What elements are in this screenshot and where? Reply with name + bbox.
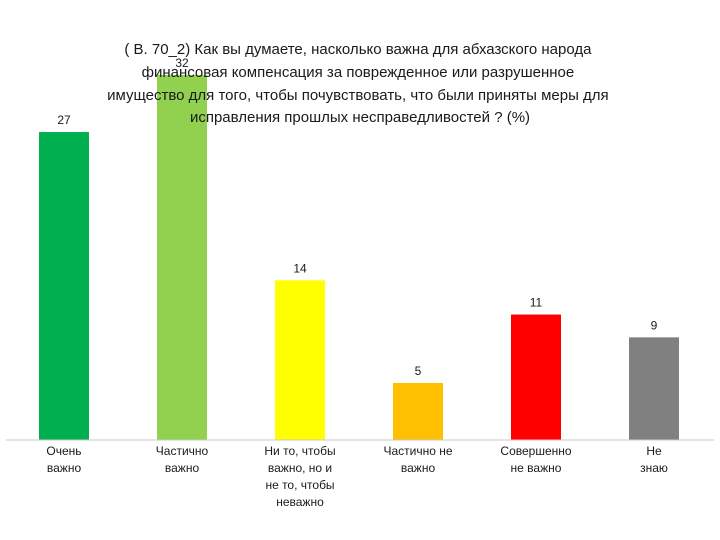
category-label-4-line-0: Совершенно — [500, 444, 571, 458]
category-label-5-line-1: знаю — [640, 461, 668, 475]
chart-title-line-4: исправления прошлых несправедливостей ? … — [190, 109, 530, 126]
category-label-2-line-0: Ни то, чтобы — [264, 444, 335, 458]
bar-5 — [629, 337, 679, 440]
bar-4 — [511, 314, 561, 440]
data-labels-group: 27 32 14 5 11 9 — [57, 56, 657, 378]
bar-1 — [157, 75, 207, 440]
category-label-2: Ни то, чтобы важно, но и не то, чтобы неваж… — [264, 444, 335, 509]
category-label-3-line-0: Частично не — [383, 444, 452, 458]
category-label-2-line-2: не то, чтобы — [265, 478, 334, 492]
category-label-1-line-0: Частично — [156, 444, 209, 458]
chart-title: ( B. 70_2) Как вы думаете, насколько важ… — [107, 41, 613, 126]
bar-2 — [275, 280, 325, 440]
category-label-0-line-0: Очень — [46, 444, 81, 458]
bars-group — [39, 75, 679, 440]
chart-title-line-3: имущество для того, чтобы почувствовать,… — [107, 87, 609, 104]
category-label-1: Частично важно — [156, 444, 209, 475]
category-label-4: Совершенно не важно — [500, 444, 571, 475]
category-label-1-line-1: важно — [165, 461, 200, 475]
data-label-5: 9 — [651, 318, 658, 332]
category-label-2-line-1: важно, но и — [268, 461, 332, 475]
bar-3 — [393, 382, 443, 440]
bar-0 — [39, 132, 89, 440]
category-label-3: Частично не важно — [383, 444, 452, 475]
data-label-4: 11 — [530, 296, 543, 310]
category-label-0: Очень важно — [46, 444, 81, 475]
data-label-0: 27 — [57, 113, 71, 127]
chart-title-line-2: финансовая компенсация за поврежденное и… — [142, 64, 575, 81]
category-labels-group: Очень важно Частично важно Ни то, чтобы важно… — [46, 444, 667, 509]
category-label-3-line-1: важно — [401, 461, 436, 475]
data-label-3: 5 — [415, 364, 422, 378]
category-label-4-line-1: не важно — [511, 461, 562, 475]
category-label-2-line-3: неважно — [276, 495, 324, 509]
data-label-2: 14 — [293, 261, 307, 275]
category-label-5-line-0: Не — [646, 444, 662, 458]
category-label-5: Не знаю — [640, 444, 668, 475]
category-label-0-line-1: важно — [47, 461, 82, 475]
chart-title-line-1: ( B. 70_2) Как вы думаете, насколько важ… — [124, 41, 592, 58]
data-label-1: 32 — [175, 56, 189, 70]
